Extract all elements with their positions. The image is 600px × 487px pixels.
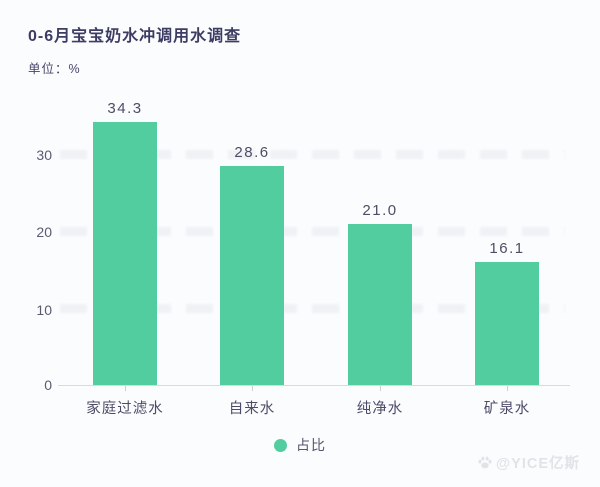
x-axis-category-label: 家庭过滤水 xyxy=(86,401,164,417)
x-axis-tick xyxy=(380,386,381,391)
y-axis-tick-label: 0 xyxy=(44,377,52,393)
bar-value-label: 21.0 xyxy=(362,202,398,219)
bar-group: 34.3 xyxy=(93,100,157,385)
bar-value-label: 34.3 xyxy=(107,100,143,117)
x-axis-tick xyxy=(125,386,126,391)
watermark-credit: @YICE亿斯 xyxy=(477,452,580,473)
bar-group: 16.1 xyxy=(475,240,539,385)
bar-value-label: 16.1 xyxy=(489,240,525,257)
x-axis-category-label: 矿泉水 xyxy=(483,401,531,417)
bar[interactable] xyxy=(475,262,539,385)
unit-label: 单位：% xyxy=(28,62,81,76)
x-axis-category-label: 自来水 xyxy=(228,401,276,417)
paw-icon xyxy=(478,456,492,468)
x-axis-line xyxy=(58,385,570,386)
legend-marker-icon xyxy=(274,438,287,452)
bar[interactable] xyxy=(348,224,412,385)
bar[interactable] xyxy=(220,166,284,385)
bar-value-label: 28.6 xyxy=(234,144,270,161)
x-axis-tick xyxy=(507,386,508,391)
legend-label: 占比 xyxy=(296,437,326,453)
watermark-credit-text: @YICE亿斯 xyxy=(496,456,580,472)
bar-group: 21.0 xyxy=(348,202,412,385)
bar[interactable] xyxy=(93,122,157,385)
x-axis-category-label: 纯净水 xyxy=(356,401,404,417)
chart-title: 0-6月宝宝奶水冲调用水调查 xyxy=(28,28,242,45)
y-axis-tick-label: 30 xyxy=(36,147,52,163)
legend[interactable]: 占比 xyxy=(274,435,326,455)
bar-group: 28.6 xyxy=(220,144,284,385)
x-axis-tick xyxy=(252,386,253,391)
y-axis-tick-label: 10 xyxy=(36,302,52,318)
y-axis-tick-label: 20 xyxy=(36,224,52,240)
